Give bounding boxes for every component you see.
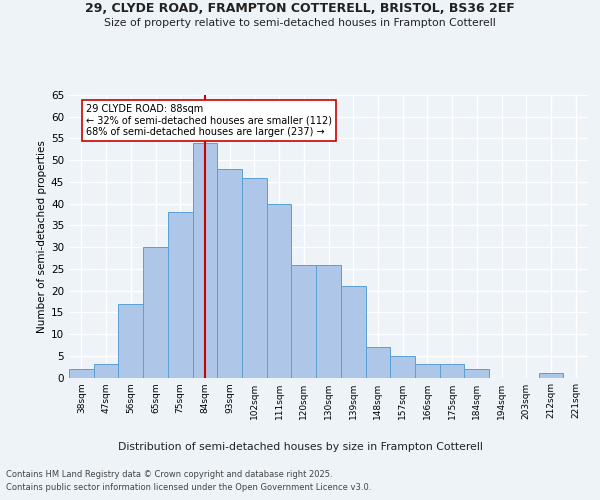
Bar	[168, 212, 193, 378]
Bar	[267, 204, 292, 378]
Bar	[292, 264, 316, 378]
Bar	[341, 286, 365, 378]
Bar	[193, 143, 217, 378]
Bar	[464, 369, 489, 378]
Text: 29, CLYDE ROAD, FRAMPTON COTTERELL, BRISTOL, BS36 2EF: 29, CLYDE ROAD, FRAMPTON COTTERELL, BRIS…	[85, 2, 515, 16]
Bar	[316, 264, 341, 378]
Text: Distribution of semi-detached houses by size in Frampton Cotterell: Distribution of semi-detached houses by …	[118, 442, 482, 452]
Bar	[440, 364, 464, 378]
Bar	[365, 347, 390, 378]
Bar	[118, 304, 143, 378]
Text: Contains HM Land Registry data © Crown copyright and database right 2025.: Contains HM Land Registry data © Crown c…	[6, 470, 332, 479]
Bar	[94, 364, 118, 378]
Text: Contains public sector information licensed under the Open Government Licence v3: Contains public sector information licen…	[6, 482, 371, 492]
Bar	[242, 178, 267, 378]
Bar	[539, 373, 563, 378]
Text: Size of property relative to semi-detached houses in Frampton Cotterell: Size of property relative to semi-detach…	[104, 18, 496, 28]
Bar	[390, 356, 415, 378]
Bar	[69, 369, 94, 378]
Text: 29 CLYDE ROAD: 88sqm
← 32% of semi-detached houses are smaller (112)
68% of semi: 29 CLYDE ROAD: 88sqm ← 32% of semi-detac…	[86, 104, 332, 137]
Bar	[217, 169, 242, 378]
Bar	[143, 247, 168, 378]
Y-axis label: Number of semi-detached properties: Number of semi-detached properties	[37, 140, 47, 332]
Bar	[415, 364, 440, 378]
